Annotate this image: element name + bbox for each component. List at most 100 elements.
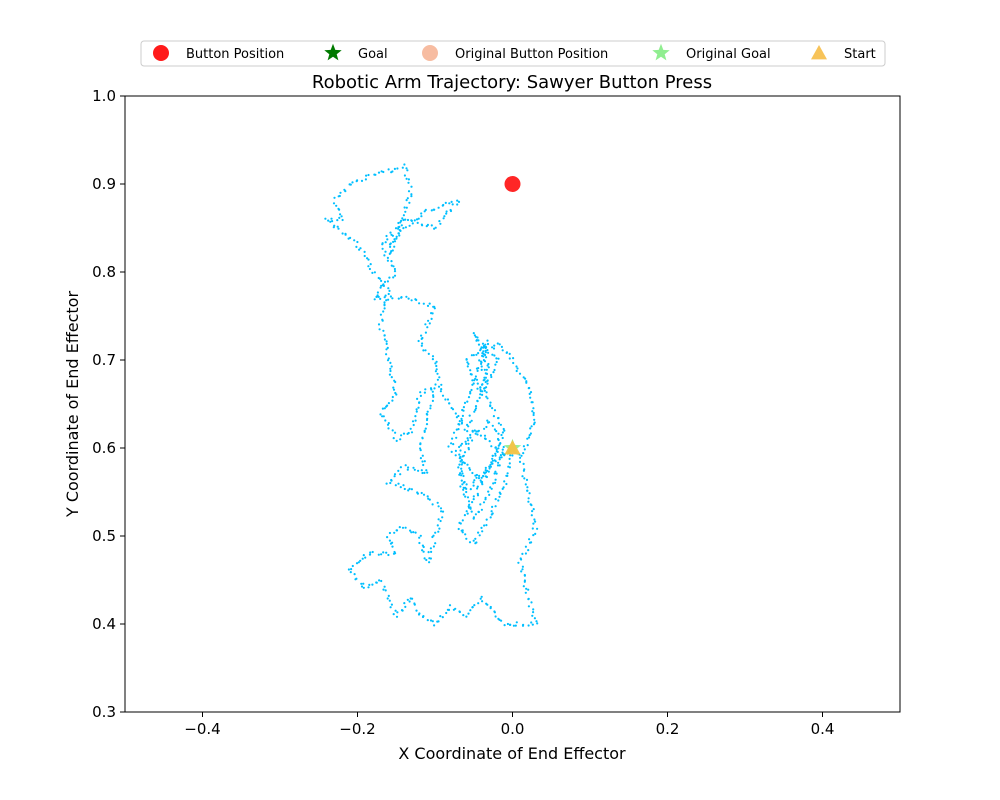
trajectory-point bbox=[380, 284, 383, 287]
legend-button-position-icon bbox=[153, 45, 169, 61]
trajectory-point bbox=[470, 354, 473, 357]
trajectory-point bbox=[475, 378, 479, 381]
x-tick-label: 0.2 bbox=[656, 720, 680, 738]
trajectory-point bbox=[430, 317, 433, 320]
trajectory-point bbox=[382, 170, 385, 174]
trajectory-point bbox=[479, 503, 482, 506]
trajectory-point bbox=[458, 445, 461, 449]
trajectory-point bbox=[469, 488, 472, 491]
trajectory-point bbox=[394, 609, 397, 612]
trajectory-point bbox=[395, 439, 398, 442]
trajectory-point bbox=[533, 518, 536, 521]
trajectory-point bbox=[479, 597, 482, 600]
trajectory-point bbox=[446, 398, 450, 401]
trajectory-point bbox=[355, 245, 358, 248]
trajectory-point bbox=[493, 368, 496, 372]
trajectory-point bbox=[419, 449, 422, 452]
trajectory-point bbox=[436, 524, 439, 527]
trajectory-point bbox=[382, 415, 385, 418]
trajectory-point bbox=[493, 409, 497, 412]
trajectory-point bbox=[367, 586, 370, 589]
trajectory-point bbox=[500, 456, 503, 459]
trajectory-point bbox=[462, 488, 465, 491]
trajectory-point bbox=[395, 393, 398, 396]
trajectory-point bbox=[462, 486, 465, 489]
trajectory-point bbox=[493, 354, 496, 357]
trajectory-point bbox=[419, 394, 422, 397]
trajectory-point bbox=[495, 472, 498, 475]
trajectory-point bbox=[467, 612, 470, 615]
trajectory-point bbox=[403, 163, 406, 166]
trajectory-point bbox=[414, 419, 417, 422]
trajectory-point bbox=[387, 298, 390, 301]
trajectory-point bbox=[381, 319, 384, 322]
trajectory-point bbox=[527, 497, 530, 500]
trajectory-point bbox=[468, 414, 471, 417]
trajectory-point bbox=[429, 619, 433, 622]
trajectory-point bbox=[470, 388, 473, 392]
trajectory-point bbox=[515, 369, 518, 373]
trajectory-point bbox=[433, 387, 436, 390]
trajectory-point bbox=[387, 168, 390, 171]
trajectory-point bbox=[400, 296, 403, 299]
trajectory-point bbox=[338, 208, 341, 211]
trajectory-point bbox=[426, 410, 429, 413]
trajectory-point bbox=[432, 208, 435, 211]
trajectory-point bbox=[402, 227, 405, 230]
y-axis-label: Y Coordinate of End Effector bbox=[63, 291, 82, 518]
trajectory-point bbox=[524, 591, 527, 594]
trajectory-point bbox=[484, 437, 487, 441]
trajectory-point bbox=[364, 178, 367, 181]
trajectory-point bbox=[432, 305, 435, 308]
trajectory-point bbox=[493, 428, 496, 431]
trajectory-point bbox=[474, 405, 478, 408]
trajectory-point bbox=[421, 342, 424, 345]
trajectory-point bbox=[521, 475, 524, 478]
trajectory-point bbox=[404, 526, 407, 529]
trajectory-point bbox=[392, 613, 395, 616]
trajectory-point bbox=[387, 427, 390, 430]
trajectory-point bbox=[447, 608, 451, 612]
trajectory-point bbox=[393, 167, 396, 170]
trajectory-point bbox=[395, 235, 398, 238]
legend-original-goal-icon bbox=[652, 43, 670, 61]
trajectory-point bbox=[498, 464, 501, 467]
trajectory-point bbox=[467, 500, 471, 503]
start-marker bbox=[504, 440, 521, 455]
trajectory-point bbox=[496, 464, 500, 467]
trajectory-point bbox=[392, 240, 395, 243]
trajectory-point bbox=[410, 219, 413, 222]
trajectory-point bbox=[482, 379, 485, 382]
trajectory-point bbox=[404, 226, 407, 229]
trajectory-point bbox=[498, 343, 501, 346]
trajectory-point bbox=[389, 542, 393, 545]
trajectory-point bbox=[444, 398, 447, 401]
trajectory-point bbox=[477, 602, 480, 605]
trajectory-point bbox=[457, 527, 460, 531]
trajectory-point bbox=[399, 466, 402, 469]
trajectory-point bbox=[408, 600, 411, 603]
trajectory-point bbox=[488, 421, 491, 424]
trajectory-point bbox=[497, 461, 500, 464]
trajectory-point bbox=[415, 410, 418, 413]
trajectory-point bbox=[375, 581, 378, 584]
trajectory-point bbox=[458, 521, 461, 525]
trajectory-point bbox=[531, 401, 534, 404]
trajectory-point bbox=[400, 224, 403, 227]
trajectory-point bbox=[461, 519, 464, 522]
trajectory-point bbox=[383, 307, 386, 310]
trajectory-point bbox=[528, 392, 531, 395]
trajectory-point bbox=[477, 477, 481, 480]
trajectory-point bbox=[407, 466, 410, 469]
trajectory-point bbox=[467, 396, 471, 399]
trajectory-point bbox=[398, 526, 401, 529]
trajectory-point bbox=[429, 404, 432, 407]
trajectory-point bbox=[455, 436, 458, 439]
trajectory-point bbox=[390, 603, 393, 606]
trajectory-point bbox=[430, 312, 433, 315]
trajectory-point bbox=[420, 469, 423, 472]
trajectory-point bbox=[448, 604, 452, 607]
trajectory-point bbox=[401, 166, 404, 169]
trajectory-point bbox=[389, 242, 392, 245]
trajectory-point bbox=[501, 431, 504, 434]
